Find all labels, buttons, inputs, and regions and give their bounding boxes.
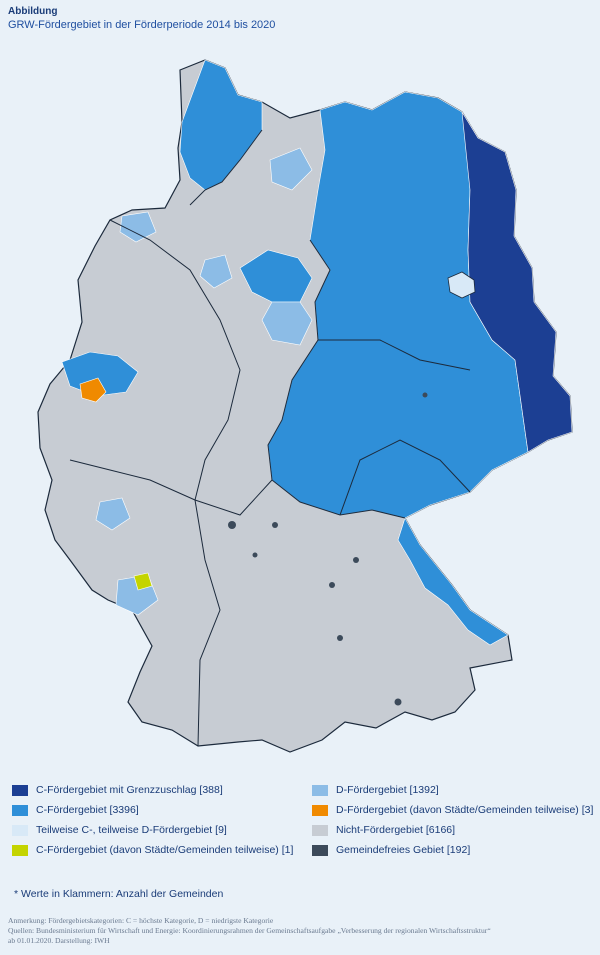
- d-foerder-1: [261, 301, 313, 346]
- legend-item-d-foerder: D-Fördergebiet [1392]: [312, 784, 439, 796]
- c-grenz-east: [461, 111, 573, 453]
- legend-label-nicht: Nicht-Fördergebiet [6166]: [336, 824, 456, 836]
- legend-label-c-grenz: C-Fördergebiet mit Grenzzuschlag [388]: [36, 784, 223, 796]
- d-foerder-3: [199, 254, 233, 289]
- gemeindefrei-areas: [228, 392, 428, 706]
- legend-label-d-foerder: D-Fördergebiet [1392]: [336, 784, 439, 796]
- germany-map-svg: [37, 59, 573, 753]
- c-foerder-lowersaxony: [239, 249, 313, 303]
- legend-swatch-d-foerder: [312, 784, 328, 796]
- d-foerder-5: [269, 147, 313, 191]
- legend-swatch-d-teilweise: [312, 804, 328, 816]
- note-quellen-1: Quellen: Bundesministerium für Wirtschaf…: [8, 926, 491, 935]
- legend-item-d-teilweise: D-Fördergebiet (davon Städte/Gemeinden t…: [312, 804, 593, 816]
- germany-map: [0, 40, 600, 775]
- legend-item-c-teilweise: C-Fördergebiet (davon Städte/Gemeinden t…: [12, 844, 293, 856]
- c-foerder-bavaria-east: [397, 517, 509, 646]
- legend-swatch-teilweise-cd: [12, 824, 28, 836]
- d-foerder-2: [95, 497, 131, 531]
- legend-footnote: * Werte in Klammern: Anzahl der Gemeinde…: [14, 888, 224, 900]
- legend-swatch-c-foerder: [12, 804, 28, 816]
- d-foerder-4: [119, 211, 157, 243]
- legend-item-nicht: Nicht-Fördergebiet [6166]: [312, 824, 455, 836]
- legend-label-gemeindefrei: Gemeindefreies Gebiet [192]: [336, 844, 471, 856]
- legend-swatch-c-teilweise: [12, 844, 28, 856]
- figure-title: GRW-Fördergebiet in der Förderperiode 20…: [8, 19, 276, 31]
- legend-swatch-c-grenz: [12, 784, 28, 796]
- figure-kicker: Abbildung: [8, 6, 58, 17]
- berlin: [447, 271, 476, 299]
- state-borders: [69, 129, 471, 747]
- legend-swatch-nicht: [312, 824, 328, 836]
- legend-label-c-teilweise: C-Fördergebiet (davon Städte/Gemeinden t…: [36, 844, 294, 856]
- legend-swatch-gemeindefrei: [312, 844, 328, 856]
- legend-label-d-teilweise: D-Fördergebiet (davon Städte/Gemeinden t…: [336, 804, 594, 816]
- figure-notes: Anmerkung: Fördergebietskategorien: C = …: [8, 916, 598, 946]
- note-anmerkung: Anmerkung: Fördergebietskategorien: C = …: [8, 916, 274, 925]
- legend: C-Fördergebiet mit Grenzzuschlag [388] C…: [12, 778, 593, 876]
- legend-item-c-grenz: C-Fördergebiet mit Grenzzuschlag [388]: [12, 784, 223, 796]
- c-teilweise: [133, 572, 153, 591]
- legend-item-gemeindefrei: Gemeindefreies Gebiet [192]: [312, 844, 470, 856]
- legend-item-teilweise-cd: Teilweise C-, teilweise D-Fördergebiet […: [12, 824, 227, 836]
- note-quellen-2: ab 01.01.2020. Darstellung: IWH: [8, 936, 110, 945]
- legend-item-c-foerder: C-Fördergebiet [3396]: [12, 804, 139, 816]
- legend-label-c-foerder: C-Fördergebiet [3396]: [36, 804, 139, 816]
- legend-label-teilweise-cd: Teilweise C-, teilweise D-Fördergebiet […: [36, 824, 227, 836]
- figure-header: Abbildung GRW-Fördergebiet in der Förder…: [8, 6, 592, 31]
- d-teilweise: [79, 377, 107, 403]
